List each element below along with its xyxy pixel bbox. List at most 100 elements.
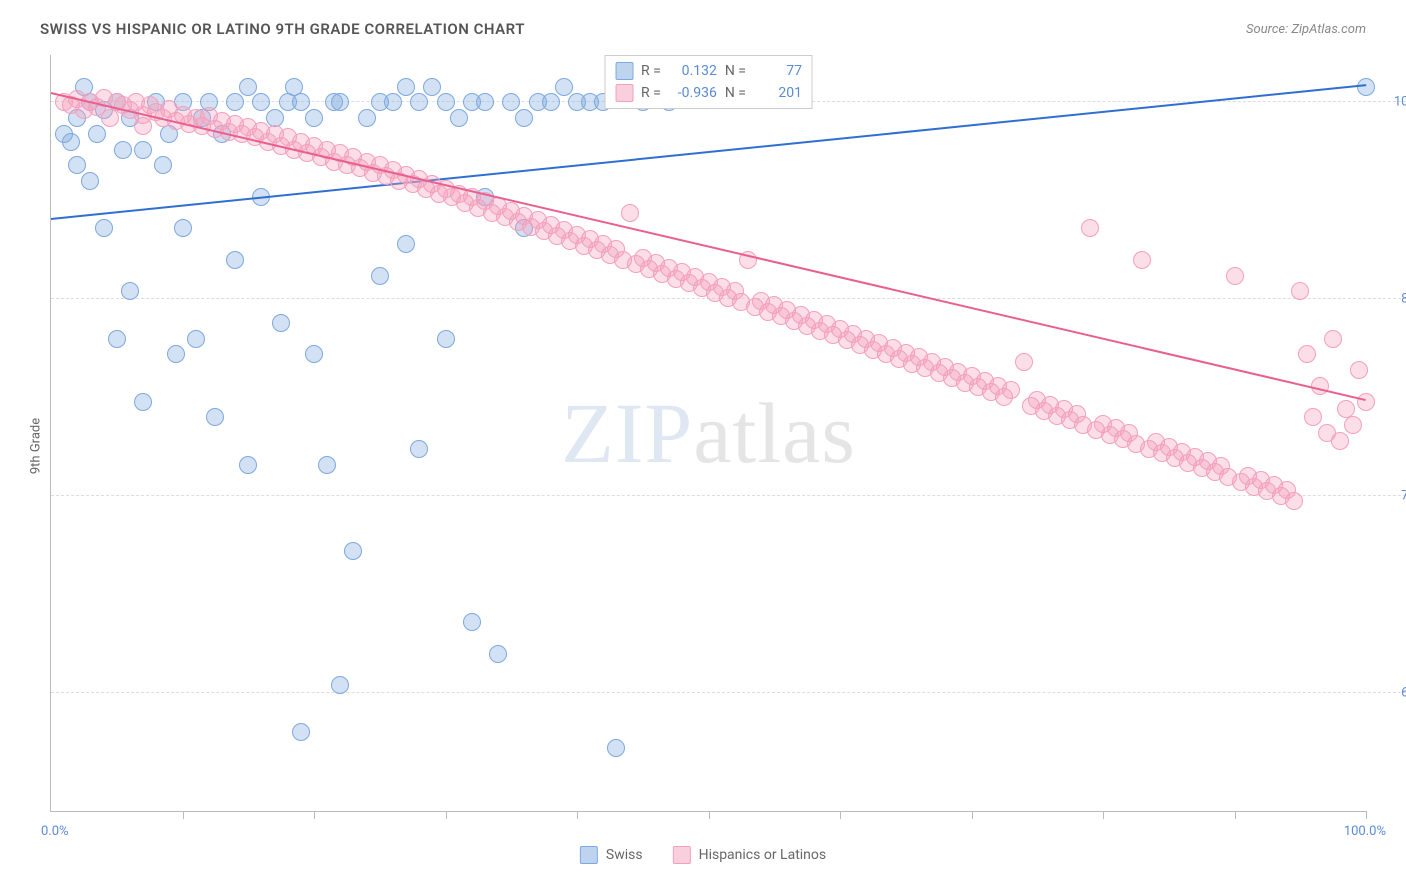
data-point [1331,432,1349,450]
data-point [607,739,625,757]
data-point [292,93,310,111]
x-axis-min-label: 0.0% [41,824,69,839]
data-point [358,109,376,127]
n-label: N = [725,63,746,79]
data-point [187,330,205,348]
data-point [108,330,126,348]
hispanic-swatch [615,84,633,102]
gridline [51,692,1406,693]
data-point [121,282,139,300]
data-point [1133,251,1151,269]
data-point [167,345,185,363]
data-point [134,141,152,159]
x-tick [709,811,710,819]
source-attribution: Source: ZipAtlas.com [1246,22,1366,37]
data-point [1285,492,1303,510]
r-value-swiss: 0.132 [667,63,717,79]
data-point [252,93,270,111]
watermark-thin: atlas [693,385,856,481]
data-point [62,133,80,151]
data-point [1081,219,1099,237]
series-legend: Swiss Hispanics or Latinos [580,846,826,864]
legend-row-hispanic: R = -0.936 N = 201 [615,82,802,104]
data-point [1324,330,1342,348]
x-tick [840,811,841,819]
data-point [88,125,106,143]
data-point [555,78,573,96]
legend-item-hispanic: Hispanics or Latinos [673,846,827,864]
data-point [239,456,257,474]
data-point [1304,408,1322,426]
data-point [81,172,99,190]
data-point [344,542,362,560]
x-tick [577,811,578,819]
y-tick-label: 75.0% [1376,489,1406,504]
source-prefix: Source: [1246,22,1291,37]
data-point [397,78,415,96]
data-point [134,117,152,135]
data-point [1357,393,1375,411]
data-point [450,109,468,127]
data-point [437,93,455,111]
data-point [331,676,349,694]
data-point [489,645,507,663]
data-point [1002,381,1020,399]
y-tick-label: 62.5% [1376,685,1406,700]
x-tick [1235,811,1236,819]
data-point [305,345,323,363]
data-point [1344,416,1362,434]
data-point [423,78,441,96]
y-tick-label: 100.0% [1376,95,1406,110]
x-tick [446,811,447,819]
y-axis-label: 9th Grade [29,418,44,474]
data-point [95,219,113,237]
x-tick [1103,811,1104,819]
data-point [272,314,290,332]
x-tick [183,811,184,819]
data-point [206,408,224,426]
data-point [68,156,86,174]
watermark-bold: ZIP [561,385,693,481]
n-label: N = [725,85,746,101]
n-value-hispanic: 201 [752,85,802,101]
data-point [621,204,639,222]
source-name: ZipAtlas.com [1291,22,1366,37]
data-point [1298,345,1316,363]
legend-item-swiss: Swiss [580,846,643,864]
data-point [371,267,389,285]
scatter-plot-area: ZIPatlas R = 0.132 N = 77 R = -0.936 N =… [50,55,1366,812]
data-point [410,440,428,458]
chart-title: SWISS VS HISPANIC OR LATINO 9TH GRADE CO… [40,20,525,38]
data-point [515,109,533,127]
data-point [154,156,172,174]
r-label: R = [641,85,661,101]
hispanic-swatch-icon [673,846,691,864]
gridline [51,495,1406,496]
x-tick [1366,811,1367,819]
data-point [476,93,494,111]
data-point [437,330,455,348]
data-point [463,613,481,631]
data-point [397,235,415,253]
legend-label-hispanic: Hispanics or Latinos [699,847,827,863]
data-point [1291,282,1309,300]
data-point [292,723,310,741]
correlation-legend: R = 0.132 N = 77 R = -0.936 N = 201 [604,55,813,109]
swiss-swatch [615,62,633,80]
data-point [174,219,192,237]
data-point [239,78,257,96]
data-point [1350,361,1368,379]
y-tick-label: 87.5% [1376,292,1406,307]
n-value-swiss: 77 [752,63,802,79]
data-point [305,109,323,127]
watermark: ZIPatlas [561,383,856,483]
data-point [134,393,152,411]
data-point [1226,267,1244,285]
data-point [226,93,244,111]
trendline [51,92,1366,401]
data-point [410,93,428,111]
data-point [114,141,132,159]
x-axis-max-label: 100.0% [1344,824,1386,839]
data-point [226,251,244,269]
r-label: R = [641,63,661,79]
